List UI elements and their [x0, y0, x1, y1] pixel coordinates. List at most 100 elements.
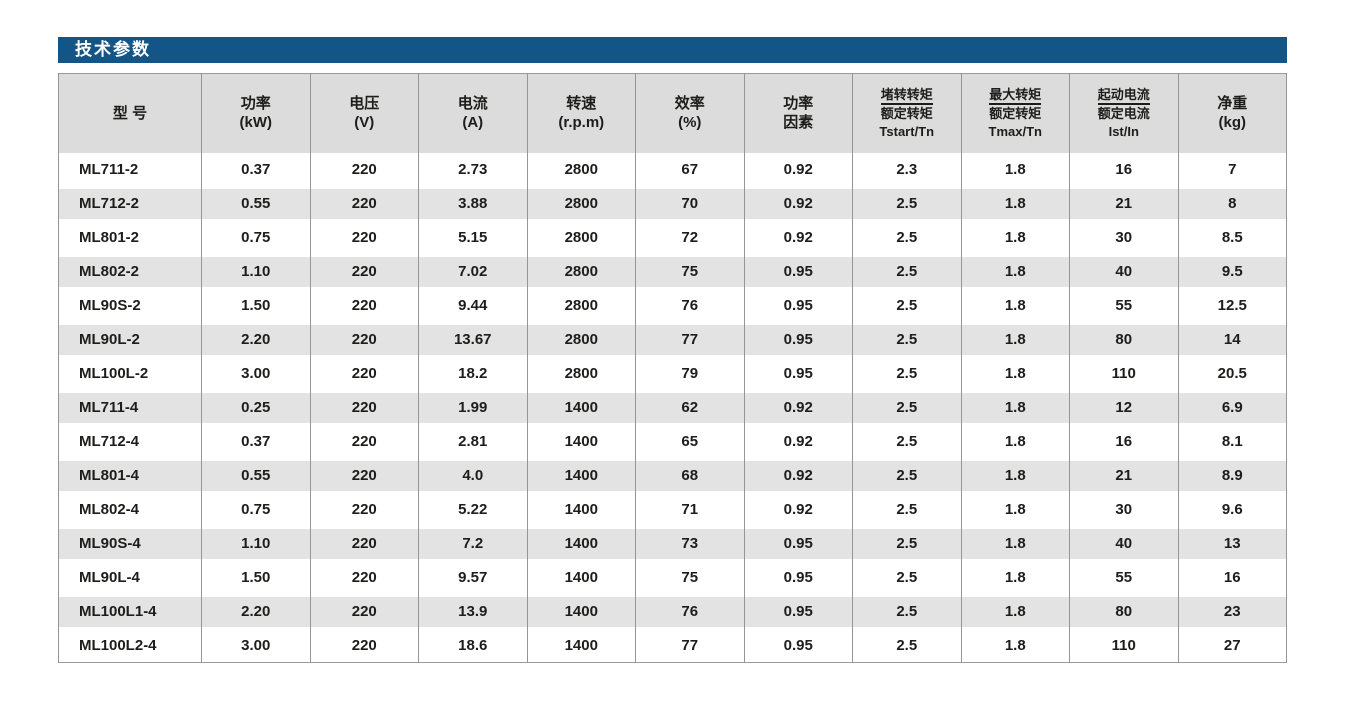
cell-model: ML711-4 — [58, 390, 202, 425]
table-row: ML90L-2 2.20 220 13.67 2800 77 0.95 2.5 1.8 80 14 — [58, 322, 1287, 357]
table-row: ML712-4 0.37 220 2.81 1400 65 0.92 2.5 1.8 16 8.1 — [58, 424, 1287, 459]
cell-model: ML100L1-4 — [58, 594, 202, 629]
cell-weight: 7 — [1177, 152, 1287, 187]
cell-tstart-tn: 2.5 — [852, 526, 962, 561]
cell-ist-in: 21 — [1069, 458, 1179, 493]
cell-model: ML802-2 — [58, 254, 202, 289]
cell-voltage: 220 — [309, 560, 419, 595]
cell-efficiency: 68 — [635, 458, 745, 493]
spec-table-header: 型 号功率 (kW) 电压 (V) 电流 (A) 转速 (r.p.m) 效率 (%) 功率 因素 堵转转… — [58, 73, 1287, 153]
cell-voltage: 220 — [309, 492, 419, 527]
table-row: ML802-4 0.75 220 5.22 1400 71 0.92 2.5 1.8 30 9.6 — [58, 492, 1287, 527]
motor-spec-table: 型 号功率 (kW) 电压 (V) 电流 (A) 转速 (r.p.m) 效率 (%) 功率 因素 堵转转… — [58, 73, 1287, 663]
cell-speed: 1400 — [526, 628, 636, 663]
cell-ist-in: 21 — [1069, 186, 1179, 221]
technical-parameters-section: 技术参数 型 号功率 (kW) 电压 (V) 电流 (A) 转速 (r.p.m) 效率 (%) 功率… — [58, 37, 1287, 663]
cell-model: ML90L-2 — [58, 322, 202, 357]
cell-power-factor: 0.95 — [743, 594, 853, 629]
cell-ist-in: 110 — [1069, 628, 1179, 663]
cell-model: ML801-2 — [58, 220, 202, 255]
cell-power: 2.20 — [201, 594, 311, 629]
cell-efficiency: 72 — [635, 220, 745, 255]
column-header-efficiency: 效率 (%) — [635, 73, 745, 153]
section-title-bar: 技术参数 — [58, 37, 1287, 63]
cell-power: 1.50 — [201, 560, 311, 595]
underlined-header-line: 起动电流 — [1097, 87, 1150, 106]
cell-current: 9.44 — [418, 288, 528, 323]
cell-model: ML802-4 — [58, 492, 202, 527]
cell-voltage: 220 — [309, 424, 419, 459]
cell-speed: 2800 — [526, 288, 636, 323]
cell-ist-in: 40 — [1069, 526, 1179, 561]
cell-weight: 8.5 — [1177, 220, 1287, 255]
cell-current: 5.15 — [418, 220, 528, 255]
column-header-model: 型 号 — [58, 73, 202, 153]
cell-weight: 20.5 — [1177, 356, 1287, 391]
cell-power: 2.20 — [201, 322, 311, 357]
cell-current: 7.2 — [418, 526, 528, 561]
cell-tstart-tn: 2.5 — [852, 220, 962, 255]
cell-ist-in: 110 — [1069, 356, 1179, 391]
cell-tstart-tn: 2.5 — [852, 424, 962, 459]
cell-tmax-tn: 1.8 — [960, 288, 1070, 323]
cell-power-factor: 0.92 — [743, 424, 853, 459]
cell-model: ML712-4 — [58, 424, 202, 459]
cell-tmax-tn: 1.8 — [960, 254, 1070, 289]
cell-efficiency: 75 — [635, 254, 745, 289]
cell-power: 0.37 — [201, 152, 311, 187]
cell-power-factor: 0.95 — [743, 288, 853, 323]
section-title: 技术参数 — [75, 40, 151, 59]
cell-power-factor: 0.95 — [743, 560, 853, 595]
cell-weight: 8.1 — [1177, 424, 1287, 459]
cell-current: 13.9 — [418, 594, 528, 629]
cell-voltage: 220 — [309, 288, 419, 323]
cell-current: 18.6 — [418, 628, 528, 663]
cell-current: 3.88 — [418, 186, 528, 221]
cell-weight: 12.5 — [1177, 288, 1287, 323]
column-header-weight: 净重 (kg) — [1177, 73, 1287, 153]
cell-ist-in: 30 — [1069, 492, 1179, 527]
cell-speed: 1400 — [526, 526, 636, 561]
cell-model: ML90L-4 — [58, 560, 202, 595]
cell-tmax-tn: 1.8 — [960, 220, 1070, 255]
cell-efficiency: 73 — [635, 526, 745, 561]
cell-voltage: 220 — [309, 458, 419, 493]
cell-power: 3.00 — [201, 356, 311, 391]
column-header-power: 功率 (kW) — [201, 73, 311, 153]
cell-model: ML711-2 — [58, 152, 202, 187]
cell-tstart-tn: 2.5 — [852, 628, 962, 663]
cell-voltage: 220 — [309, 220, 419, 255]
cell-tmax-tn: 1.8 — [960, 322, 1070, 357]
cell-speed: 2800 — [526, 322, 636, 357]
cell-speed: 1400 — [526, 594, 636, 629]
table-row: ML100L1-4 2.20 220 13.9 1400 76 0.95 2.5 1.8 80 23 — [58, 594, 1287, 629]
cell-weight: 16 — [1177, 560, 1287, 595]
cell-power-factor: 0.95 — [743, 254, 853, 289]
cell-efficiency: 76 — [635, 288, 745, 323]
column-header-power-factor: 功率 因素 — [743, 73, 853, 153]
cell-power: 3.00 — [201, 628, 311, 663]
cell-efficiency: 65 — [635, 424, 745, 459]
cell-current: 2.81 — [418, 424, 528, 459]
cell-speed: 2800 — [526, 220, 636, 255]
cell-tmax-tn: 1.8 — [960, 594, 1070, 629]
cell-weight: 14 — [1177, 322, 1287, 357]
cell-ist-in: 80 — [1069, 594, 1179, 629]
cell-power: 0.75 — [201, 220, 311, 255]
cell-tstart-tn: 2.5 — [852, 288, 962, 323]
cell-model: ML100L-2 — [58, 356, 202, 391]
cell-power: 0.25 — [201, 390, 311, 425]
cell-efficiency: 77 — [635, 322, 745, 357]
cell-current: 2.73 — [418, 152, 528, 187]
cell-ist-in: 55 — [1069, 288, 1179, 323]
cell-power-factor: 0.95 — [743, 322, 853, 357]
cell-ist-in: 55 — [1069, 560, 1179, 595]
cell-tmax-tn: 1.8 — [960, 186, 1070, 221]
cell-tstart-tn: 2.5 — [852, 356, 962, 391]
cell-efficiency: 79 — [635, 356, 745, 391]
table-row: ML711-4 0.25 220 1.99 1400 62 0.92 2.5 1.8 12 6.9 — [58, 390, 1287, 425]
cell-tmax-tn: 1.8 — [960, 390, 1070, 425]
cell-power: 0.37 — [201, 424, 311, 459]
cell-speed: 1400 — [526, 560, 636, 595]
cell-model: ML90S-2 — [58, 288, 202, 323]
